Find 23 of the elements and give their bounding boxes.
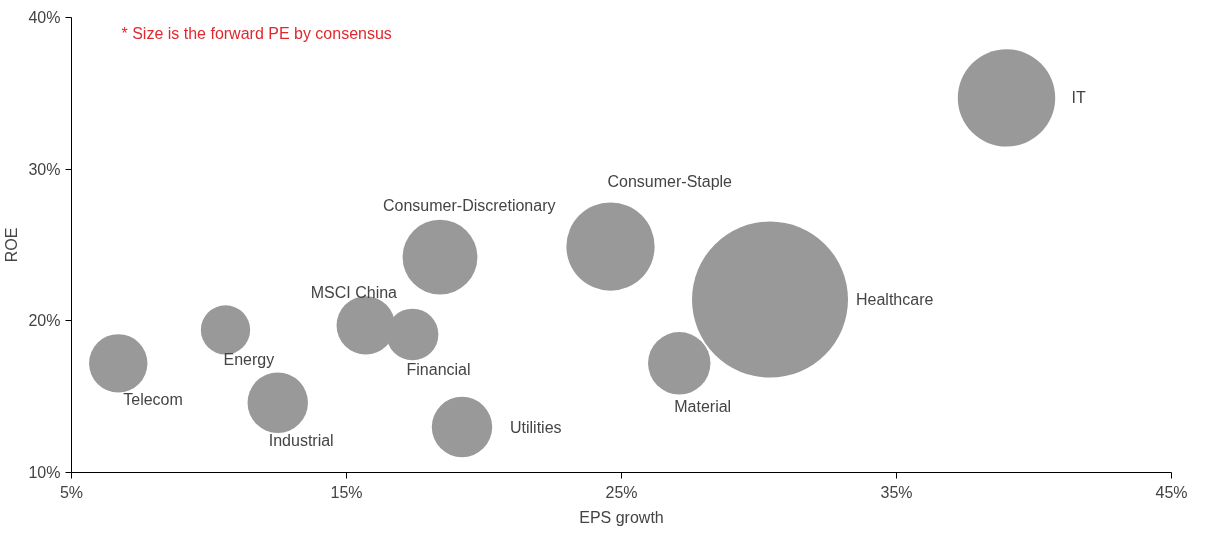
x-tick-label: 35% — [880, 483, 913, 501]
series-label: Consumer-Staple — [607, 173, 733, 191]
series-label: Utilities — [510, 418, 562, 436]
y-tick-label: 10% — [28, 464, 61, 481]
series-label: Healthcare — [856, 291, 934, 309]
y-tick-label: 40% — [28, 9, 61, 26]
x-tick-label: 5% — [59, 483, 84, 501]
series-label: Financial — [406, 360, 471, 378]
y-tick-label: 20% — [28, 312, 61, 330]
x-tick-label: 45% — [1155, 483, 1188, 501]
y-axis-title: ROE — [3, 227, 21, 263]
series-label: MSCI China — [310, 283, 398, 301]
annotation: * Size is the forward PE by consensus — [121, 25, 392, 42]
series-label: IT — [1071, 89, 1086, 107]
x-tick-label: 25% — [605, 483, 638, 501]
series-label: Telecom — [123, 390, 183, 408]
series-label: Industrial — [268, 432, 334, 450]
series-label: Energy — [223, 351, 275, 369]
x-tick-label: 15% — [330, 483, 363, 501]
series-label: Material — [674, 397, 732, 415]
y-tick-label: 30% — [28, 160, 61, 178]
series-label: Consumer-Discretionary — [383, 196, 556, 214]
x-axis-title: EPS growth — [579, 508, 664, 526]
